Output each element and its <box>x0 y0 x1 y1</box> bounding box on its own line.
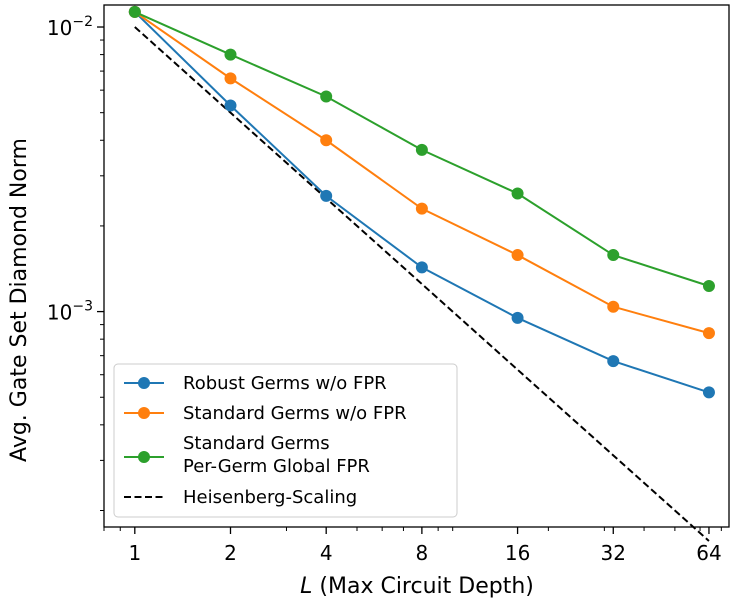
legend-label-heisenberg: Heisenberg-Scaling <box>183 487 357 508</box>
x-tick-label: 32 <box>601 541 626 565</box>
x-tick-label: 1 <box>128 541 141 565</box>
data-point <box>224 99 237 112</box>
legend-label-standard: Standard Germs w/o FPR <box>183 403 407 424</box>
x-tick-label: 16 <box>505 541 530 565</box>
plot-area <box>128 5 715 542</box>
y-tick-label: 10−3 <box>47 299 93 325</box>
y-axis: 10−2 10−3 <box>47 14 104 511</box>
data-point <box>224 48 237 61</box>
data-point <box>607 355 620 368</box>
data-point <box>320 134 333 147</box>
legend-marker-robust <box>138 377 150 389</box>
legend-label-robust: Robust Germs w/o FPR <box>183 373 387 394</box>
legend-box <box>113 363 458 518</box>
data-point <box>320 189 333 202</box>
x-tick-label: 2 <box>224 541 237 565</box>
y-axis-label: Avg. Gate Set Diamond Norm <box>7 138 32 462</box>
data-point <box>511 187 524 200</box>
x-axis: 1 2 4 8 16 32 64 <box>103 527 722 565</box>
x-axis-label: L (Max Circuit Depth) <box>300 574 534 599</box>
x-tick-label: 8 <box>416 541 429 565</box>
y-tick-label: 10−2 <box>47 14 93 40</box>
legend-label-fpr-line2: Per-Germ Global FPR <box>183 456 370 477</box>
data-point <box>702 327 715 340</box>
series-line <box>134 11 710 394</box>
data-point <box>320 90 333 103</box>
x-tick-label: 64 <box>696 541 721 565</box>
series-line <box>134 26 710 542</box>
legend-marker-standard <box>138 407 150 419</box>
legend-label-fpr-line1: Standard Germs <box>183 433 330 454</box>
legend: Robust Germs w/o FPR Standard Germs w/o … <box>113 363 458 518</box>
data-point <box>607 249 620 262</box>
data-point <box>415 202 428 215</box>
x-axis-label-text: (Max Circuit Depth) <box>312 574 533 599</box>
data-point <box>415 261 428 274</box>
legend-marker-fpr <box>138 451 150 463</box>
data-point <box>511 249 524 262</box>
data-point <box>702 386 715 399</box>
data-point <box>224 72 237 85</box>
data-point <box>511 311 524 324</box>
data-point <box>128 5 141 18</box>
axes-frame <box>103 4 730 528</box>
data-point <box>607 300 620 313</box>
x-tick-label: 4 <box>320 541 333 565</box>
series-line <box>134 11 710 335</box>
data-point <box>415 143 428 156</box>
data-point <box>702 280 715 293</box>
x-axis-label-variable: L <box>300 574 312 599</box>
